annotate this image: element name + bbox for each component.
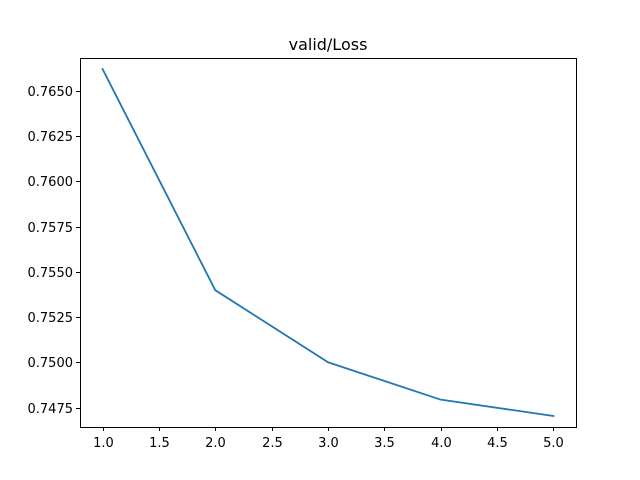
x-tick-label: 2.5	[262, 436, 283, 451]
x-tick-label: 2.0	[205, 436, 226, 451]
y-tick-label: 0.7625	[28, 130, 74, 145]
x-tick-label: 3.5	[374, 436, 395, 451]
x-tick-label: 1.0	[93, 436, 114, 451]
x-tick-label: 4.0	[431, 436, 452, 451]
plot-area-frame	[80, 58, 577, 428]
x-tick-label: 4.5	[487, 436, 508, 451]
y-tick-label: 0.7550	[28, 266, 74, 281]
chart-title: valid/Loss	[289, 35, 368, 54]
x-tick-label: 3.0	[318, 436, 339, 451]
data-point	[328, 362, 329, 363]
data-point	[215, 290, 216, 291]
x-tick-label: 5.0	[543, 436, 564, 451]
series-layer	[101, 67, 555, 417]
data-point	[102, 69, 103, 70]
y-axis-ticks: 0.7475 0.7500 0.7525 0.7550 0.7575 0.7600 0.76…	[28, 85, 80, 417]
y-tick-label: 0.7600	[28, 175, 74, 190]
x-axis-ticks: 1.0 1.5 2.0 2.5 3.0 3.5 4.0 4.5 5.0	[93, 427, 564, 451]
data-point	[553, 415, 554, 416]
x-tick-label: 1.5	[149, 436, 170, 451]
series-line	[101, 67, 555, 417]
data-point	[440, 399, 441, 400]
y-tick-label: 0.7475	[28, 402, 74, 417]
y-tick-label: 0.7525	[28, 311, 74, 326]
y-tick-label: 0.7650	[28, 85, 74, 100]
y-tick-label: 0.7500	[28, 356, 74, 371]
y-tick-label: 0.7575	[28, 221, 74, 236]
